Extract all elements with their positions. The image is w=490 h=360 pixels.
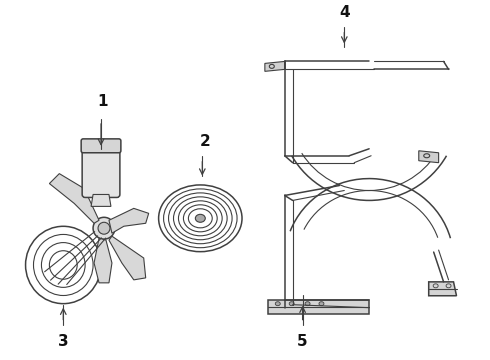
Polygon shape: [429, 282, 457, 296]
Polygon shape: [94, 238, 112, 283]
Ellipse shape: [93, 217, 115, 239]
Text: 2: 2: [200, 134, 211, 149]
Polygon shape: [91, 194, 111, 206]
Ellipse shape: [305, 302, 310, 306]
Polygon shape: [268, 300, 369, 314]
FancyBboxPatch shape: [82, 144, 120, 197]
Polygon shape: [109, 208, 148, 233]
Polygon shape: [109, 236, 146, 280]
Polygon shape: [265, 62, 285, 71]
Ellipse shape: [319, 302, 324, 306]
Text: 3: 3: [58, 334, 69, 350]
Text: 5: 5: [297, 334, 308, 350]
Polygon shape: [49, 174, 99, 223]
Ellipse shape: [289, 302, 294, 306]
Polygon shape: [419, 151, 439, 163]
Text: 4: 4: [339, 5, 349, 20]
Ellipse shape: [275, 302, 280, 306]
Ellipse shape: [98, 222, 110, 234]
Text: 1: 1: [98, 94, 108, 109]
Ellipse shape: [196, 214, 205, 222]
FancyBboxPatch shape: [81, 139, 121, 153]
